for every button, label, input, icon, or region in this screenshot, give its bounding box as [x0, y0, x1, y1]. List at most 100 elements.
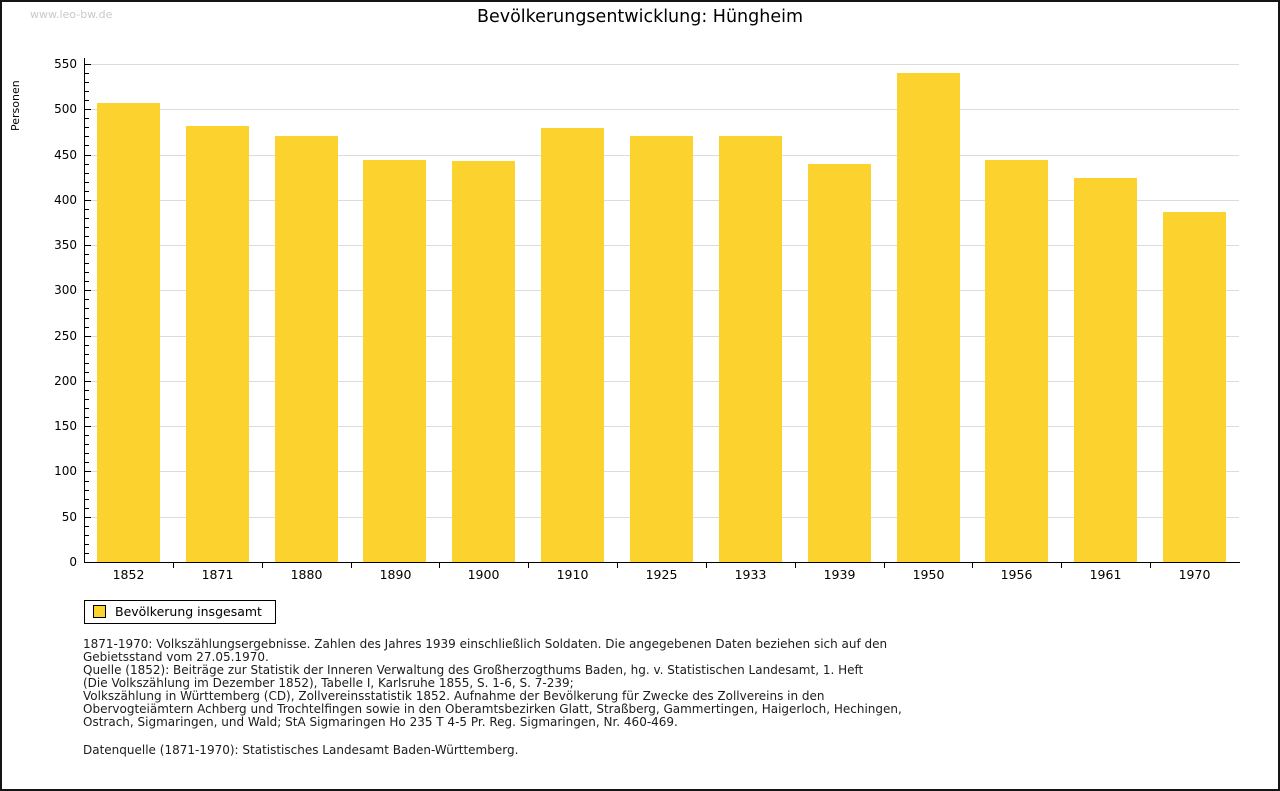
y-tick-minor	[85, 444, 89, 445]
legend: Bevölkerung insgesamt	[84, 600, 276, 624]
x-tick-label: 1910	[556, 567, 589, 582]
y-tick-major	[85, 290, 91, 291]
y-tick-label: 400	[54, 193, 77, 207]
y-tick-minor	[85, 263, 89, 264]
y-tick-minor	[85, 164, 89, 165]
y-tick-minor	[85, 145, 89, 146]
y-tick-minor	[85, 327, 89, 328]
bar-1890	[363, 160, 426, 562]
y-tick-minor	[85, 481, 89, 482]
y-tick-minor	[85, 318, 89, 319]
bar-1970	[1163, 212, 1226, 562]
y-tick-minor	[85, 544, 89, 545]
bar-1871	[186, 126, 249, 562]
bar-1910	[541, 128, 604, 562]
footnote-line: Quelle (1852): Beiträge zur Statistik de…	[83, 663, 864, 677]
y-tick-label: 50	[61, 510, 77, 524]
footnote-line: 1871-1970: Volkszählungsergebnisse. Zahl…	[83, 637, 888, 651]
legend-label: Bevölkerung insgesamt	[115, 604, 262, 619]
y-tick-minor	[85, 136, 89, 137]
y-tick-minor	[85, 453, 89, 454]
y-axis-title: Personen	[9, 80, 22, 131]
y-tick-minor	[85, 91, 89, 92]
y-tick-major	[85, 381, 91, 382]
y-tick-minor	[85, 490, 89, 491]
y-tick-minor	[85, 417, 89, 418]
y-tick-minor	[85, 227, 89, 228]
y-tick-major	[85, 471, 91, 472]
y-tick-minor	[85, 191, 89, 192]
y-tick-minor	[85, 526, 89, 527]
y-tick-minor	[85, 299, 89, 300]
y-tick-minor	[85, 100, 89, 101]
y-tick-major	[85, 336, 91, 337]
y-tick-major	[85, 245, 91, 246]
footnote-line: (Die Volkszählung im Dezember 1852), Tab…	[83, 676, 574, 690]
x-tick-label: 1900	[467, 567, 500, 582]
x-boundary-tick	[884, 563, 885, 568]
x-tick-label: 1925	[645, 567, 678, 582]
chart-title: Bevölkerungsentwicklung: Hüngheim	[476, 7, 804, 27]
y-tick-minor	[85, 209, 89, 210]
y-tick-label: 500	[54, 102, 77, 116]
y-tick-minor	[85, 118, 89, 119]
y-tick-label: 0	[69, 555, 77, 569]
y-tick-minor	[85, 82, 89, 83]
y-tick-minor	[85, 218, 89, 219]
bar-1925	[630, 136, 693, 562]
y-tick-minor	[85, 399, 89, 400]
x-tick-label: 1880	[290, 567, 323, 582]
x-boundary-tick	[1061, 563, 1062, 568]
x-tick-label: 1961	[1089, 567, 1122, 582]
y-tick-major	[85, 64, 91, 65]
bar-1880	[275, 136, 338, 562]
y-tick-minor	[85, 462, 89, 463]
y-tick-minor	[85, 508, 89, 509]
x-boundary-tick	[351, 563, 352, 568]
bar-1956	[985, 160, 1048, 562]
x-tick-label: 1950	[912, 567, 945, 582]
y-tick-minor	[85, 363, 89, 364]
x-boundary-tick	[617, 563, 618, 568]
y-tick-major	[85, 155, 91, 156]
legend-swatch	[93, 605, 106, 618]
y-tick-minor	[85, 254, 89, 255]
y-tick-minor	[85, 435, 89, 436]
x-boundary-tick	[972, 563, 973, 568]
x-boundary-tick	[528, 563, 529, 568]
y-tick-minor	[85, 272, 89, 273]
y-tick-label: 350	[54, 238, 77, 252]
y-axis-line	[84, 58, 85, 563]
grid-line	[85, 109, 1239, 110]
grid-line	[85, 64, 1239, 65]
y-tick-label: 150	[54, 419, 77, 433]
y-tick-minor	[85, 354, 89, 355]
bar-1852	[97, 103, 160, 562]
x-boundary-tick	[173, 563, 174, 568]
y-tick-label: 250	[54, 329, 77, 343]
y-tick-major	[85, 200, 91, 201]
bar-1900	[452, 161, 515, 562]
x-tick-label: 1970	[1178, 567, 1211, 582]
y-tick-minor	[85, 127, 89, 128]
y-tick-minor	[85, 236, 89, 237]
x-tick-label: 1852	[112, 567, 145, 582]
y-tick-minor	[85, 281, 89, 282]
bar-1933	[719, 136, 782, 562]
x-tick-label: 1956	[1000, 567, 1033, 582]
y-tick-minor	[85, 553, 89, 554]
y-tick-label: 100	[54, 464, 77, 478]
x-tick-label: 1933	[734, 567, 767, 582]
x-boundary-tick	[262, 563, 263, 568]
y-tick-label: 300	[54, 283, 77, 297]
bar-1950	[897, 73, 960, 562]
x-tick-label: 1871	[201, 567, 234, 582]
y-tick-minor	[85, 408, 89, 409]
y-tick-label: 550	[54, 57, 77, 71]
x-boundary-tick	[1150, 563, 1151, 568]
y-tick-minor	[85, 535, 89, 536]
y-tick-minor	[85, 345, 89, 346]
y-tick-minor	[85, 499, 89, 500]
y-tick-minor	[85, 390, 89, 391]
